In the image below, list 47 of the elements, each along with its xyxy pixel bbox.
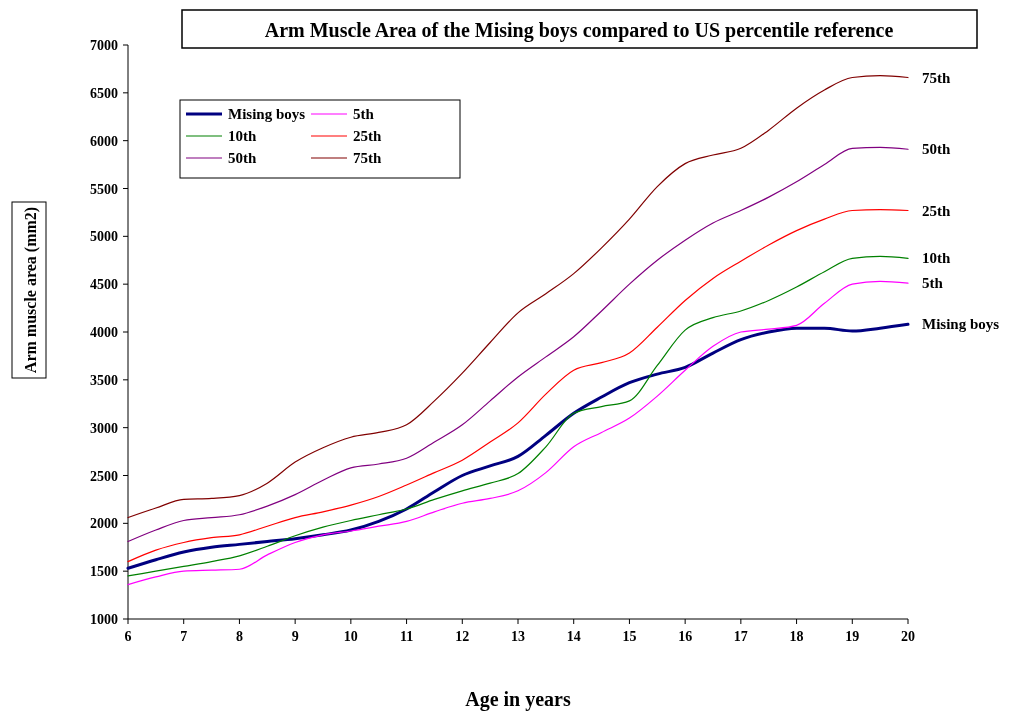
y-tick-label: 1000 <box>90 612 118 627</box>
legend-label: 50th <box>228 150 257 166</box>
legend-label: 25th <box>353 128 382 144</box>
y-tick-label: 2000 <box>90 516 118 532</box>
text: 75th <box>922 69 951 86</box>
x-tick-label: 8 <box>235 629 243 644</box>
x-tick-label: 6 <box>124 629 132 644</box>
x-tick-label: 10 <box>343 629 358 644</box>
x-tick-label: 19 <box>845 629 860 644</box>
x-tick-label: 15 <box>622 629 637 644</box>
y-tick-label: 2500 <box>90 468 118 484</box>
text: 50th <box>922 141 951 158</box>
line-series <box>127 75 909 519</box>
y-tick-label: 5500 <box>90 181 118 197</box>
text: Mising boys <box>922 316 1000 333</box>
y-tick-label: 3000 <box>90 420 118 436</box>
x-axis-title: Age in years <box>465 688 571 711</box>
x-tick-label: 20 <box>901 629 915 644</box>
legend-label: 10th <box>228 128 257 144</box>
y-tick-label: 4500 <box>90 277 118 293</box>
line-series <box>127 208 909 563</box>
y-tick-label: 7000 <box>90 38 118 53</box>
text: 25th <box>922 202 951 219</box>
y-tick-label: 3500 <box>90 372 118 388</box>
text: 5th <box>922 275 943 292</box>
y-tick-label: 5000 <box>90 229 118 245</box>
line-series <box>126 322 910 570</box>
y-tick-label: 1500 <box>90 564 118 580</box>
y-tick-label: 6500 <box>90 85 118 101</box>
x-tick-label: 7 <box>180 629 188 644</box>
x-tick-label: 13 <box>511 629 525 644</box>
x-tick-label: 11 <box>399 629 414 644</box>
x-tick-label: 17 <box>733 629 748 644</box>
chart-title: Arm Muscle Area of the Mising boys compared to US percentile reference <box>264 19 894 42</box>
legend-label: Mising boys <box>228 106 306 122</box>
y-axis-title: Arm muscle area (mm2) <box>22 206 40 374</box>
line-series <box>127 146 909 543</box>
x-tick-label: 18 <box>789 629 804 644</box>
legend-label: 5th <box>353 106 375 122</box>
x-tick-label: 16 <box>678 629 693 644</box>
x-tick-label: 9 <box>291 629 299 644</box>
y-tick-label: 6000 <box>90 133 118 149</box>
text: 10th <box>922 250 951 267</box>
legend-label: 75th <box>353 150 382 166</box>
y-tick-label: 4000 <box>90 325 118 340</box>
x-tick-label: 12 <box>455 629 470 644</box>
x-tick-label: 14 <box>566 629 581 644</box>
